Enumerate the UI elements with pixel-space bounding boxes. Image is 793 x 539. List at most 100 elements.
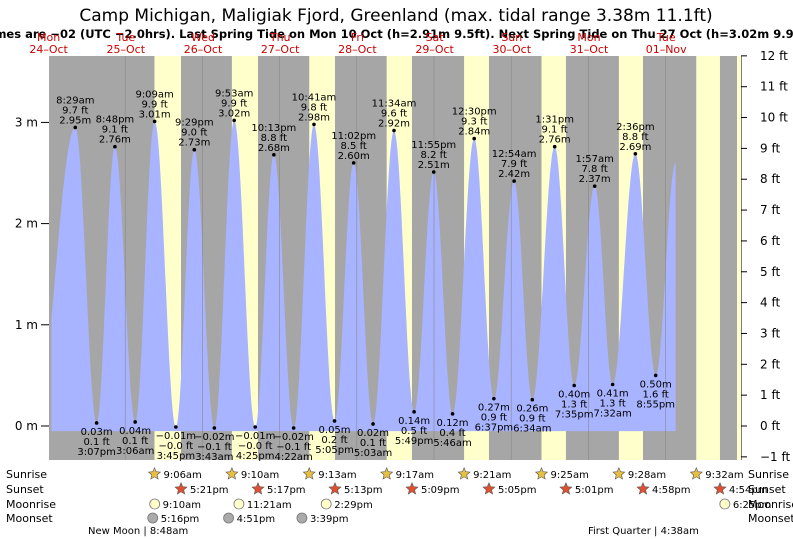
tide-point: [192, 147, 197, 152]
moonrise-time: 6:25pm: [733, 500, 772, 511]
tide-time-label: 4:22am: [274, 452, 312, 463]
right-tick-label: 6 ft: [760, 234, 780, 248]
left-tick-label: 0 m: [15, 419, 38, 433]
moonset-time: 3:39pm: [310, 514, 349, 525]
tide-meter-label: 3.01m: [139, 109, 171, 120]
tide-point: [133, 420, 137, 424]
tide-meter-label: 0.27m: [478, 403, 510, 414]
tide-point: [512, 179, 516, 183]
tide-feet-label: 9.0 ft: [181, 128, 207, 139]
sunset-time: 5:17pm: [267, 485, 306, 496]
tide-point: [312, 122, 316, 127]
tide-feet-label: 8.5 ft: [341, 141, 367, 152]
right-axis-strip: [737, 56, 741, 460]
tide-time-label: 3:45pm: [157, 451, 196, 462]
tide-feet-label: 0.1 ft: [83, 437, 109, 448]
tide-time-label: 3:07pm: [77, 447, 116, 458]
tide-point: [530, 397, 535, 402]
tide-point: [212, 426, 217, 430]
tide-meter-label: 0.41m: [597, 389, 629, 400]
tide-feet-label: 9.9 ft: [221, 98, 247, 109]
tide-feet-label: 9.1 ft: [102, 125, 128, 136]
tide-meter-label: 0.04m: [119, 426, 151, 437]
tide-feet-label: 0.9 ft: [481, 413, 507, 424]
tide-meter-label: 2.95m: [59, 115, 91, 126]
sun-moon-table: Sunrise Sunrise Sunset Sunset Moonrise Moonri…: [6, 467, 793, 537]
sunrise-time: 9:28am: [628, 470, 666, 481]
left-tick-label: 3 m: [15, 115, 38, 129]
tide-feet-label: 0.1 ft: [122, 436, 148, 447]
right-tick-label: 12 ft: [760, 49, 788, 63]
sunrise-icon: [147, 467, 162, 480]
tide-feet-label: 8.2 ft: [421, 150, 447, 161]
tide-feet-label: 0.2 ft: [321, 435, 347, 446]
day-weekday: Fri: [351, 31, 364, 44]
tide-meter-label: −0.01m: [235, 431, 275, 442]
row-label-right: Moonrise: [748, 498, 793, 511]
sunset-icon: [636, 482, 650, 495]
tide-time-label: 9:29pm: [175, 118, 214, 129]
row-label-right: Sunset: [748, 483, 786, 496]
tide-meter-label: 0.05m: [319, 425, 351, 436]
moonrise-time: 11:21am: [247, 500, 292, 511]
moonrise-icon: [320, 498, 332, 510]
tide-feet-label: 0.9 ft: [519, 414, 545, 425]
day-weekday: Mon: [37, 31, 60, 44]
sunset-icon: [328, 482, 342, 495]
sunset-time: 5:05pm: [498, 485, 537, 496]
sunrise-time: 9:21am: [473, 470, 511, 481]
tide-time-label: 10:41am: [292, 92, 337, 103]
tide-time-label: 7:35pm: [555, 410, 594, 421]
tide-point: [492, 396, 496, 401]
tide-point: [610, 382, 615, 387]
day-weekday: Mon: [577, 31, 600, 44]
sunset-icon: [713, 482, 727, 495]
tide-feet-label: 1.3 ft: [561, 400, 587, 411]
sunrise-icon: [689, 467, 703, 480]
tide-point: [633, 151, 638, 156]
moonset-icon: [223, 512, 235, 524]
tide-point: [152, 119, 157, 124]
chart-title: Camp Michigan, Maligiak Fjord, Greenland…: [79, 6, 712, 26]
day-weekday: Sat: [426, 31, 445, 44]
day-weekday: Tue: [656, 31, 676, 44]
day-date: 30–Oct: [493, 43, 532, 56]
right-tick-label: 2 ft: [760, 357, 780, 371]
tide-feet-label: 0.5 ft: [401, 426, 427, 437]
row-label-left: Moonrise: [6, 498, 56, 511]
right-tick-label: 9 ft: [760, 141, 780, 155]
tide-time-label: 6:37pm: [475, 423, 514, 434]
tide-time-label: 1:57am: [576, 154, 614, 165]
day-date: 26–Oct: [184, 43, 223, 56]
sunset-icon: [251, 482, 265, 495]
tide-time-label: 5:03am: [354, 448, 392, 459]
left-tick-label: 2 m: [15, 217, 38, 231]
sunset-time: 5:21pm: [190, 485, 229, 496]
tide-meter-label: 0.12m: [437, 418, 469, 429]
tide-point: [174, 425, 178, 429]
tide-point: [232, 118, 236, 123]
tide-point: [94, 421, 99, 425]
tide-time-label: 6:34am: [513, 424, 551, 435]
sunrise-time: 9:06am: [163, 470, 201, 481]
tide-meter-label: 0.26m: [516, 404, 548, 415]
tide-time-label: 12:54am: [492, 149, 537, 160]
tide-feet-label: 1.6 ft: [643, 389, 669, 400]
sunrise-icon: [457, 467, 471, 480]
tide-point: [113, 144, 117, 149]
tide-time-label: 4:25pm: [236, 451, 275, 462]
tide-time-label: 3:43am: [195, 452, 233, 463]
sunrise-icon: [612, 467, 626, 480]
sunrise-time: 9:13am: [318, 470, 356, 481]
right-tick-label: 7 ft: [760, 203, 780, 217]
tide-feet-label: 0.4 ft: [439, 428, 465, 439]
tide-time-label: 11:55pm: [411, 140, 456, 151]
day-date: 01–Nov: [646, 43, 687, 56]
tide-time-label: 9:09am: [135, 89, 173, 100]
tide-point: [552, 144, 557, 149]
tide-feet-label: 8.8 ft: [622, 132, 648, 143]
tide-feet-label: 7.8 ft: [581, 164, 607, 175]
right-tick-label: 3 ft: [760, 326, 780, 340]
tide-point: [272, 152, 276, 157]
